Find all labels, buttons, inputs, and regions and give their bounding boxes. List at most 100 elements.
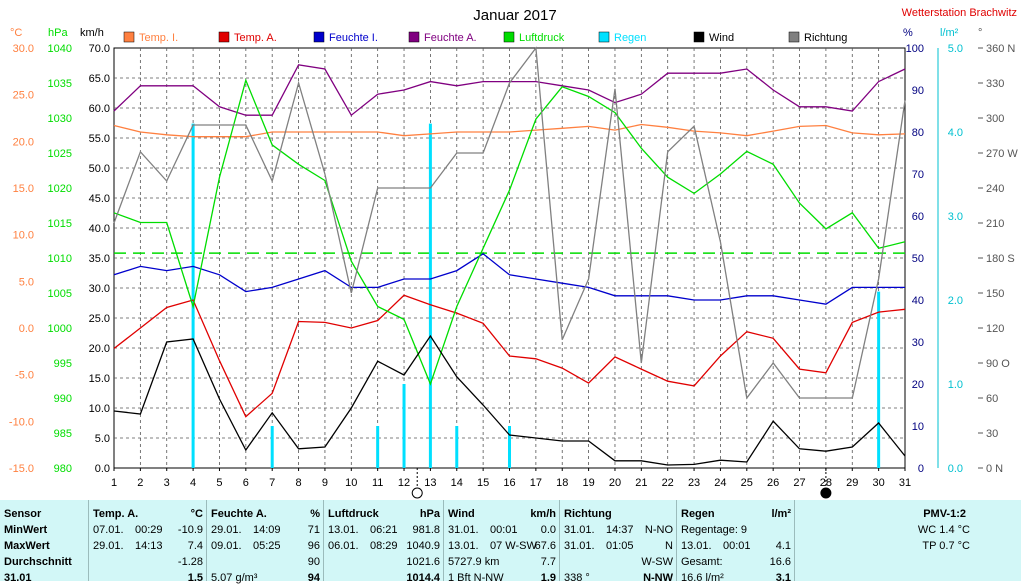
chart-title: Januar 2017 [473,7,556,24]
stats-header-pmv: PMV-1:2 [923,508,966,520]
tick-label-dir: 330 [986,78,1004,90]
tick-label-dir: 300 [986,113,1004,125]
stats-value: W-SW [641,556,673,568]
x-tick-label: 21 [635,477,647,489]
stats-unit-luftdruck: hPa [419,508,440,520]
tick-label-rain: 3.0 [948,211,963,223]
stats-value: N-NO [644,524,673,536]
stats-time: 01:05 [606,540,634,552]
tick-label-hpa: 1040 [48,43,72,55]
stats-header-regen: Regen [681,508,715,520]
x-tick-label: 7 [269,477,275,489]
tick-label-kmh: 60.0 [89,103,110,115]
legend-label-wind: Wind [709,32,734,44]
stats-time: 00:29 [135,524,163,536]
tick-label-kmh: 45.0 [89,193,110,205]
stats-abs-humidity: 5.07 g/m³ [211,572,258,584]
x-tick-label: 5 [216,477,222,489]
stats-value: 1040.9 [406,540,440,552]
x-tick-label: 14 [451,477,463,489]
tick-label-kmh: 40.0 [89,223,110,235]
legend-label-temp_i: Temp. I. [139,32,178,44]
legend-label-temp_a: Temp. A. [234,32,277,44]
tick-label-temp: 10.0 [13,230,34,242]
x-tick-label: 1 [111,477,117,489]
tick-label-rain: 0.0 [948,463,963,475]
stats-col-pmv: PMV-1:2 WC 1.4 °C TP 0.7 °C [794,500,1021,581]
tick-label-temp: 0.0 [19,323,34,335]
tick-label-pct: 90 [912,85,924,97]
stats-label-current: 31.01 [4,572,32,584]
stats-date: 09.01. [211,540,242,552]
stats-col-regen: Regen l/m² Regentage: 9 13.01. 00:01 4.1 Ge… [676,500,795,584]
tick-label-dir: 360 N [986,43,1015,55]
x-tick-label: 15 [477,477,489,489]
tick-label-dir: 60 [986,393,998,405]
axis-unit-rain: l/m² [940,27,959,39]
chart-legend: Temp. I. Temp. A. Feuchte I. Feuchte A. Luft… [123,31,847,44]
tick-label-hpa: 1030 [48,113,72,125]
axis-unit-kmh: km/h [80,27,104,39]
x-tick-label: 3 [164,477,170,489]
tick-label-hpa: 995 [54,358,72,370]
stats-date: 31.01. [564,524,595,536]
tick-label-temp: 25.0 [13,90,34,102]
legend-swatch-wind [693,31,705,43]
stats-col-temp-a: Temp. A. °C 07.01. 00:29 -10.9 29.01. 14:13 7… [88,500,207,584]
tick-label-kmh: 0.0 [95,463,110,475]
stats-col-richtung: Richtung 31.01. 14:37 N-NO 31.01. 01:05 N W-… [559,500,677,584]
tick-label-rain: 4.0 [948,127,963,139]
legend-swatch-temp_a [218,31,230,43]
stats-time: 14:09 [253,524,281,536]
tick-label-hpa: 1025 [48,148,72,160]
stats-value: 1014.4 [406,572,440,584]
tick-label-dir: 180 S [986,253,1015,265]
stats-unit-feuchte-a: % [310,508,320,520]
tick-label-rain: 2.0 [948,295,963,307]
legend-swatch-regen [598,31,610,43]
tick-label-pct: 60 [912,211,924,223]
tick-label-dir: 0 N [986,463,1003,475]
series-line-wind [113,334,906,466]
x-tick-label: 20 [609,477,621,489]
x-tick-label: 13 [424,477,436,489]
tick-label-hpa: 1015 [48,218,72,230]
x-tick-label: 24 [714,477,726,489]
stats-value: 1021.6 [406,556,440,568]
stats-wind-distance: 5727.9 km [448,556,500,568]
legend-swatch-luftdruck [503,31,515,43]
tick-label-pct: 70 [912,169,924,181]
tick-label-pct: 50 [912,253,924,265]
x-tick-label: 2 [137,477,143,489]
stats-value: 67.6 [534,540,556,552]
stats-dewpoint: TP 0.7 °C [922,540,970,552]
stats-header-luftdruck: Luftdruck [328,508,379,520]
series-line-feuchte_a [113,64,906,117]
series-lines [113,46,906,466]
stats-rain-total-label: Gesamt: [681,556,723,568]
tick-label-pct: 0 [918,463,924,475]
stats-value: 981.8 [412,524,440,536]
stats-panel: Sensor MinWert MaxWert Durchschnitt 31.0… [0,500,1021,584]
x-tick-label: 27 [793,477,805,489]
stats-header-sensor: Sensor [4,508,42,520]
legend-label-regen: Regen [614,32,646,44]
stats-label-min: MinWert [4,524,48,536]
legend-swatch-feuchte_i [313,31,325,43]
tick-label-temp: -15.0 [9,463,34,475]
stats-date: 07.01. [93,524,124,536]
x-tick-label: 29 [846,477,858,489]
tick-label-kmh: 10.0 [89,403,110,415]
tick-label-pct: 100 [906,43,924,55]
stats-time: 06:21 [370,524,398,536]
tick-label-kmh: 65.0 [89,73,110,85]
tick-label-kmh: 35.0 [89,253,110,265]
tick-label-hpa: 980 [54,463,72,475]
stats-value: 7.4 [187,540,203,552]
stats-value: 96 [307,540,320,552]
stats-value: 16.6 [769,556,791,568]
stats-date: 13.01. [328,524,359,536]
x-tick-label: 9 [322,477,328,489]
stats-direction-degrees: 338 ° [564,572,590,584]
tick-label-temp: -5.0 [15,370,34,382]
